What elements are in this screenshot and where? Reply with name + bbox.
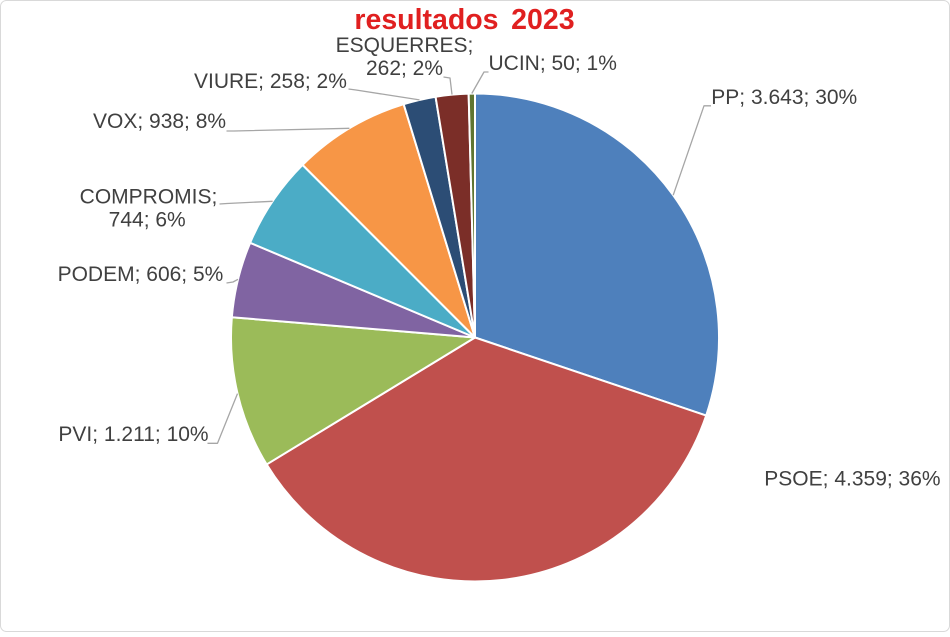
svg-text:PSOE; 4.359; 36%: PSOE; 4.359; 36% bbox=[764, 468, 940, 491]
svg-text:resultados 2023: resultados 2023 bbox=[354, 4, 574, 36]
svg-text:262; 2%: 262; 2% bbox=[366, 57, 443, 80]
svg-text:COMPROMIS;: COMPROMIS; bbox=[80, 186, 218, 209]
svg-text:UCIN; 50; 1%: UCIN; 50; 1% bbox=[489, 52, 617, 75]
svg-text:PP; 3.643; 30%: PP; 3.643; 30% bbox=[711, 86, 857, 109]
svg-text:VIURE; 258; 2%: VIURE; 258; 2% bbox=[194, 70, 347, 93]
svg-text:PVI; 1.211; 10%: PVI; 1.211; 10% bbox=[58, 423, 208, 446]
svg-text:ESQUERRES;: ESQUERRES; bbox=[336, 34, 474, 57]
svg-text:744; 6%: 744; 6% bbox=[109, 209, 186, 232]
svg-text:PODEM; 606; 5%: PODEM; 606; 5% bbox=[58, 263, 224, 286]
svg-text:VOX; 938; 8%: VOX; 938; 8% bbox=[93, 110, 226, 133]
